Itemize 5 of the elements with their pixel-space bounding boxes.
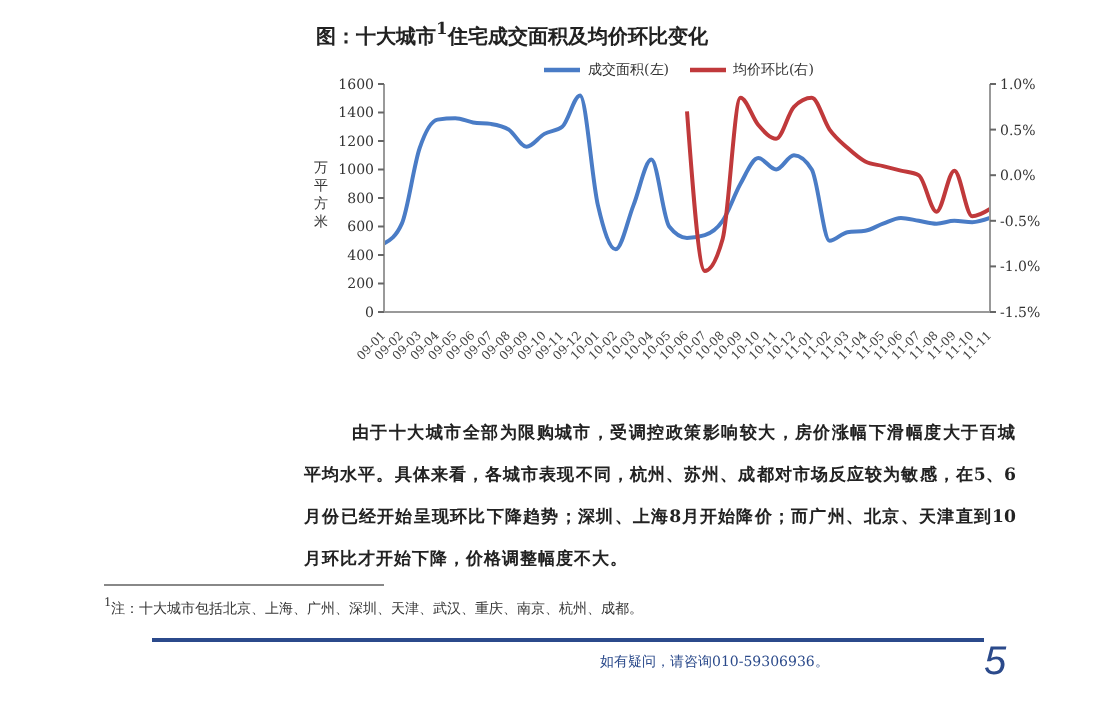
chart-title: 图：十大城市$^{1}$住宅成交面积及均价环比变化 — [316, 18, 708, 51]
line-series — [382, 93, 992, 252]
text: 5 — [984, 640, 1007, 686]
line-series — [685, 95, 992, 273]
text: 由于十大城市全部为限购城市，受调控政策影响较大，房价涨幅下滑幅度大于百城平均水平。具体来看，各城市表现不同，杭州、苏州、成都对市场反应较为敏感，在5、6月份已经开始呈现环比下降趋势；深圳、上海8月开始降价；而广州、北京、天津直到10月环比才开始下降，价格调整幅度不大。 — [304, 424, 1016, 570]
